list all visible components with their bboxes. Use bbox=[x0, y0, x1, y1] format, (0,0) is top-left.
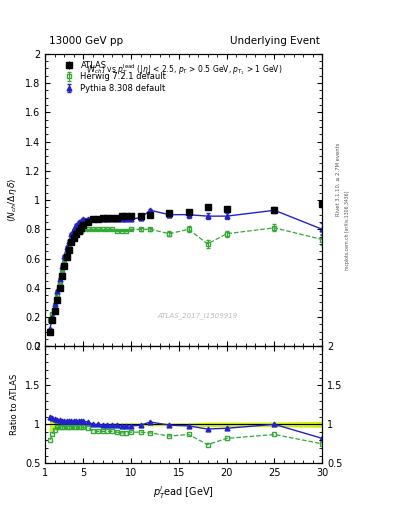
Text: 13000 GeV pp: 13000 GeV pp bbox=[49, 36, 123, 46]
Text: mcplots.cern.ch [arXiv:1306.3436]: mcplots.cern.ch [arXiv:1306.3436] bbox=[345, 190, 350, 270]
Legend: ATLAS, Herwig 7.2.1 default, Pythia 8.308 default: ATLAS, Herwig 7.2.1 default, Pythia 8.30… bbox=[61, 61, 166, 93]
Text: ATLAS_2017_I1509919: ATLAS_2017_I1509919 bbox=[158, 312, 238, 319]
Text: Rivet 3.1.10, ≥ 2.7M events: Rivet 3.1.10, ≥ 2.7M events bbox=[336, 142, 341, 216]
Text: Underlying Event: Underlying Event bbox=[230, 36, 320, 46]
X-axis label: $p_T^{l}$ead [GeV]: $p_T^{l}$ead [GeV] bbox=[153, 484, 214, 501]
Y-axis label: $\langle N_{ch} / \Delta\eta\,\delta\rangle$: $\langle N_{ch} / \Delta\eta\,\delta\ran… bbox=[6, 178, 19, 222]
Text: $\langle N_{ch}\rangle$ vs $p_T^{\rm lead}$ ($|\eta|$ < 2.5, $p_T$ > 0.5 GeV, $p: $\langle N_{ch}\rangle$ vs $p_T^{\rm lea… bbox=[86, 62, 282, 77]
Y-axis label: Ratio to ATLAS: Ratio to ATLAS bbox=[10, 374, 19, 436]
